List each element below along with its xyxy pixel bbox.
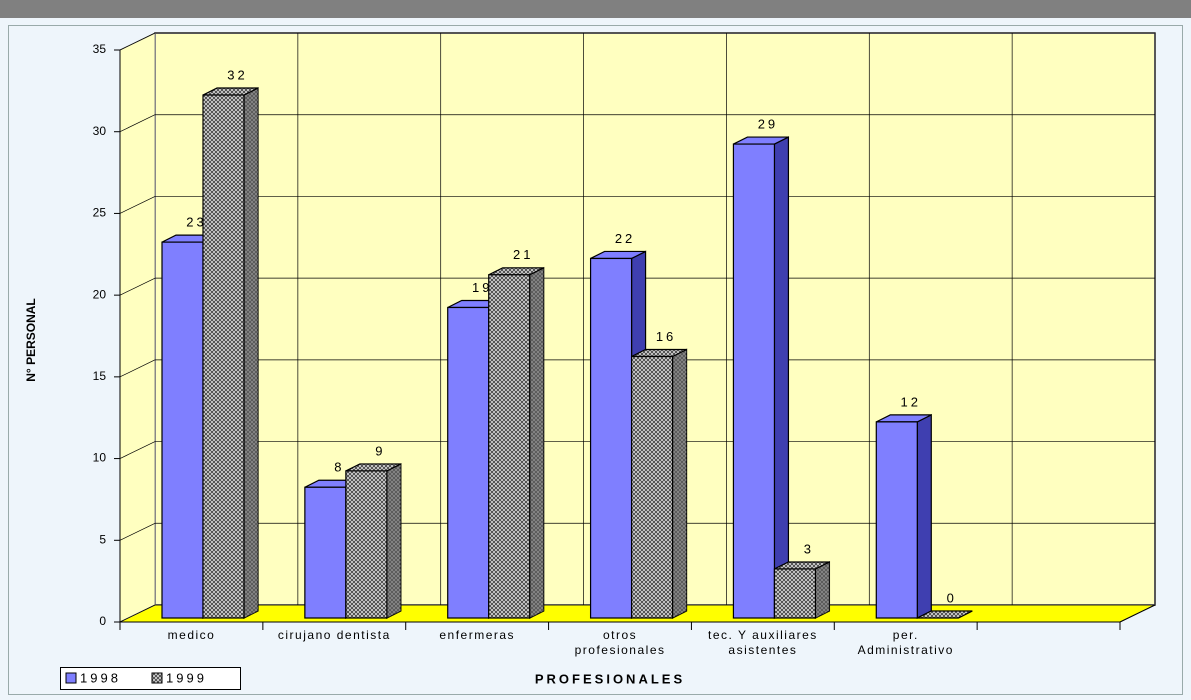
data-label: 32 — [227, 67, 247, 82]
bar-front — [202, 94, 245, 619]
grid-line — [119, 522, 156, 541]
data-label: 21 — [513, 247, 533, 262]
frame — [8, 25, 1183, 695]
data-label: 3 — [804, 541, 814, 556]
grid-line — [119, 441, 156, 459]
bar-front — [304, 486, 347, 619]
y-tick-label: 35 — [93, 42, 107, 56]
x-tick-label: tec. Y auxiliares asistentes — [708, 628, 818, 657]
y-tick-label: 20 — [93, 287, 107, 301]
bar — [732, 136, 790, 619]
legend-label: 1999 — [166, 670, 207, 685]
bar-side-hatch — [672, 349, 687, 618]
data-label: 12 — [901, 394, 921, 409]
bar — [917, 610, 973, 619]
bar — [488, 266, 545, 619]
x-tick-label: per. Administrativo — [857, 628, 954, 657]
top-band — [0, 0, 1191, 18]
bar — [875, 413, 932, 619]
legend-swatch — [151, 672, 163, 684]
data-label: 23 — [186, 215, 206, 230]
y-tick-label: 5 — [99, 532, 106, 546]
y-tick-label: 30 — [93, 124, 107, 138]
grid-line — [119, 277, 156, 296]
y-tick-label: 15 — [93, 369, 107, 383]
bar-front — [589, 257, 633, 619]
x-tick-label: otros profesionales — [574, 628, 666, 657]
bar-front — [630, 355, 674, 619]
floor-edge — [1119, 604, 1156, 623]
grid-line — [119, 32, 156, 51]
grid-line — [119, 196, 156, 214]
x-tick-label: enfermeras — [439, 628, 516, 642]
x-tick-label: cirujano dentista — [277, 628, 391, 642]
bar-front — [732, 143, 776, 619]
bar-side — [773, 136, 790, 619]
legend-label: 1998 — [80, 670, 121, 685]
bar-front — [345, 470, 388, 619]
y-tick-label: 25 — [93, 206, 107, 220]
grid-line — [119, 114, 156, 133]
bar — [202, 87, 259, 619]
side-wall — [119, 32, 156, 623]
data-label: 16 — [656, 329, 676, 344]
x-axis-title: PROFESIONALES — [535, 671, 685, 686]
data-label: 9 — [375, 443, 385, 458]
bar-front — [161, 241, 204, 619]
bar-side-hatch — [529, 267, 544, 618]
data-label: 22 — [615, 231, 635, 246]
bar — [630, 348, 688, 619]
y-axis-title: N° PERSONAL — [24, 298, 38, 381]
legend — [60, 667, 241, 690]
bar-front — [875, 421, 918, 619]
data-label: 29 — [758, 116, 778, 131]
bar-side — [916, 413, 932, 619]
bar-front — [488, 274, 531, 619]
bar — [773, 561, 831, 619]
bar-top — [917, 610, 973, 619]
bar-side-hatch — [815, 561, 830, 618]
data-label: 0 — [947, 590, 957, 605]
bar — [345, 462, 402, 619]
y-tick-label: 0 — [99, 614, 106, 628]
bar-front — [773, 568, 817, 619]
legend-swatch — [65, 672, 77, 684]
bar-side-hatch — [386, 463, 401, 618]
y-tick-label: 10 — [93, 451, 107, 465]
x-tick-label: medico — [167, 628, 216, 642]
data-label: 8 — [334, 460, 344, 475]
grid-line — [119, 359, 156, 378]
grid-line — [119, 604, 156, 623]
bar-front — [447, 306, 490, 619]
bar-side-hatch — [244, 88, 258, 619]
data-label: 19 — [472, 280, 492, 295]
